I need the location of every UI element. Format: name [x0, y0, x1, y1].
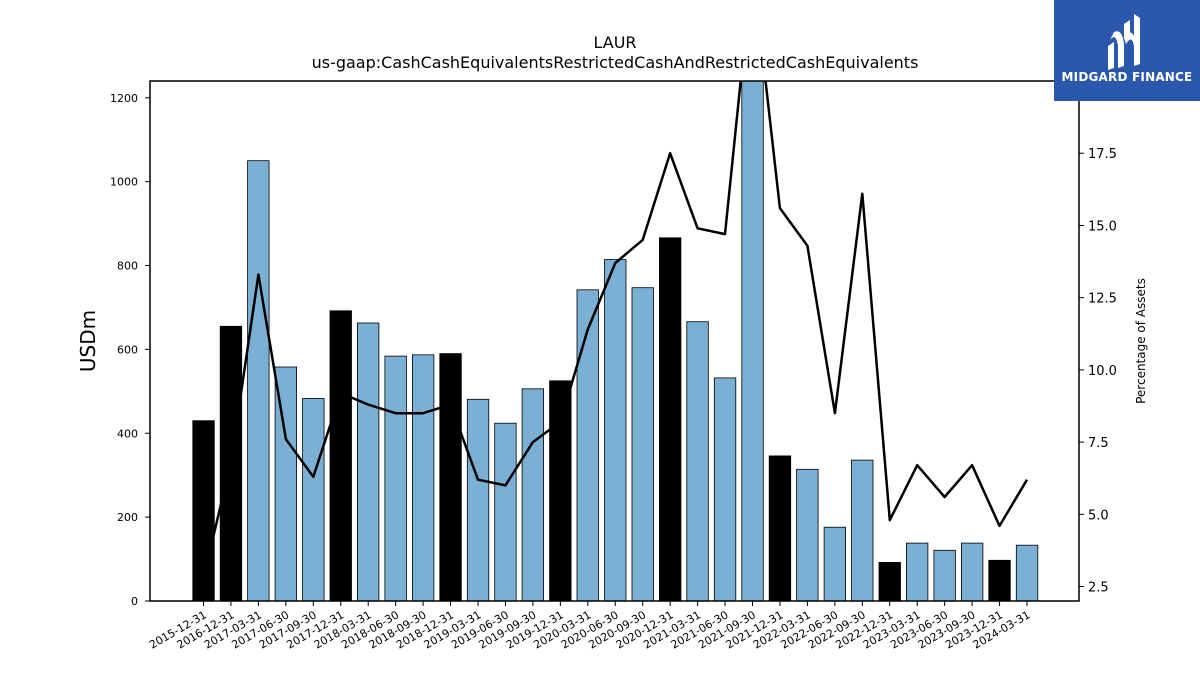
bar	[659, 237, 682, 601]
bar	[741, 81, 764, 601]
y-axis-right: 2.5 5.0 7.5 10.0 12.5 15.0 17.5	[1079, 147, 1117, 596]
bar	[356, 322, 380, 601]
y-axis-label-left: USDm	[76, 310, 100, 372]
y-right-tick-label: 12.5	[1088, 292, 1117, 307]
bar	[823, 526, 846, 601]
bar	[439, 353, 462, 601]
bar	[576, 289, 599, 601]
percentage-line	[202, 81, 1029, 579]
bar	[851, 459, 874, 601]
bar	[686, 321, 709, 601]
y-tick-label: 1000	[110, 176, 138, 189]
y-axis-label-right: Percentage of Assets	[1134, 278, 1148, 404]
bar	[796, 468, 819, 601]
bar	[988, 559, 1011, 601]
brand-logo: MIDGARD FINANCE	[1054, 0, 1200, 101]
y-tick-label: 1200	[110, 92, 138, 105]
x-axis: 2015-12-312016-12-312017-03-312017-06-30…	[147, 601, 1033, 652]
bar	[302, 398, 325, 601]
y-axis-left: 0 200 400 600 800 1000 1200	[110, 92, 150, 608]
y-tick-label: 800	[117, 260, 138, 273]
bar	[247, 160, 270, 601]
y-tick-label: 600	[117, 343, 138, 356]
bar	[411, 354, 435, 601]
bar	[631, 287, 654, 601]
bar	[521, 388, 544, 601]
bar-series	[192, 81, 1039, 601]
y-right-tick-label: 10.0	[1088, 364, 1117, 379]
chart-subtitle: us-gaap:CashCashEquivalentsRestrictedCas…	[312, 53, 919, 72]
logo-text: MIDGARD FINANCE	[1061, 70, 1193, 84]
line-series	[202, 81, 1029, 579]
y-right-tick-label: 17.5	[1088, 147, 1117, 162]
y-tick-label: 400	[117, 427, 138, 440]
bar	[384, 355, 407, 601]
bar	[933, 549, 956, 601]
bar	[466, 398, 490, 601]
plot-frame	[149, 80, 1080, 602]
logo-mark-icon	[1108, 14, 1140, 70]
bar	[768, 455, 792, 601]
y-right-tick-label: 15.0	[1088, 219, 1117, 234]
bar	[878, 562, 901, 601]
bar	[329, 310, 352, 601]
y-right-tick-label: 5.0	[1088, 508, 1109, 523]
y-right-tick-label: 7.5	[1088, 436, 1109, 451]
y-right-tick-label: 2.5	[1088, 581, 1109, 596]
bar	[1015, 544, 1039, 601]
y-tick-label: 200	[117, 511, 138, 524]
bar	[961, 542, 984, 601]
bar	[906, 542, 929, 601]
bar	[274, 366, 298, 601]
y-tick-label: 0	[131, 595, 138, 608]
bar	[713, 377, 737, 601]
bar	[604, 259, 627, 601]
chart-title: LAUR	[593, 33, 636, 52]
bar	[549, 380, 572, 601]
bar	[494, 422, 517, 601]
